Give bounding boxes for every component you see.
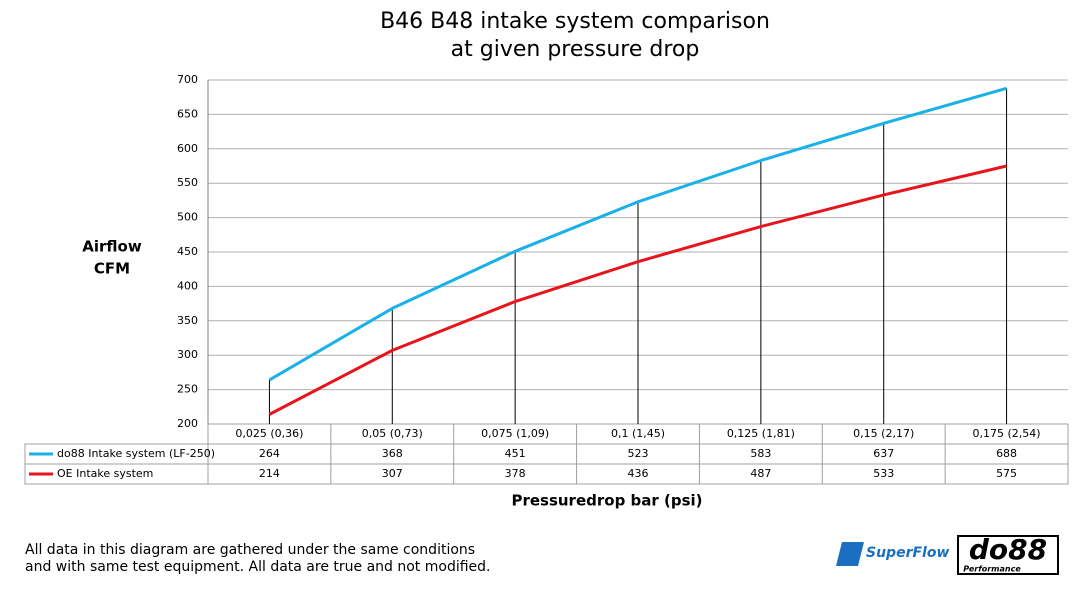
table-value: 487 (750, 467, 771, 480)
y-tick-label: 700 (177, 73, 198, 86)
do88-logo: do88 Performance (957, 533, 1059, 575)
y-tick-label: 350 (177, 314, 198, 327)
y-tick-label: 300 (177, 348, 198, 361)
logo-text: SuperFlow (866, 545, 949, 561)
footnote: All data in this diagram are gathered un… (25, 542, 475, 558)
table-value: 436 (628, 467, 649, 480)
table-row (24, 463, 1069, 485)
series-line (268, 86, 1007, 382)
y-tick-label: 400 (177, 279, 198, 292)
x-tick-label: 0,025 (0,36) (235, 427, 303, 440)
footnote: and with same test equipment. All data a… (25, 559, 491, 575)
series-line (268, 164, 1007, 416)
table-value: 264 (259, 447, 280, 460)
superflow-logo: SuperFlow (836, 542, 949, 566)
logo-subtext: Performance (963, 565, 1021, 574)
legend-label: do88 Intake system (LF-250) (57, 447, 215, 460)
table-value: 368 (382, 447, 403, 460)
logo-icon (836, 542, 864, 566)
x-tick-label: 0,075 (1,09) (481, 427, 549, 440)
y-tick-label: 650 (177, 107, 198, 120)
table-value: 523 (628, 447, 649, 460)
x-axis-label: Pressuredrop bar (psi) (511, 492, 702, 510)
table-value: 451 (505, 447, 526, 460)
legend-label: OE Intake system (57, 467, 153, 480)
x-tick-label: 0,125 (1,81) (727, 427, 795, 440)
y-tick-label: 600 (177, 142, 198, 155)
x-tick-label: 0,15 (2,17) (853, 427, 914, 440)
y-axis-label: Airflow (82, 238, 142, 256)
table-value: 637 (873, 447, 894, 460)
y-tick-label: 200 (177, 417, 198, 430)
table-value: 214 (259, 467, 280, 480)
x-tick-label: 0,1 (1,45) (611, 427, 665, 440)
table-value: 575 (996, 467, 1017, 480)
logo-text: do88 (969, 533, 1047, 566)
y-tick-label: 450 (177, 245, 198, 258)
chart-title: B46 B48 intake system comparison (380, 9, 770, 34)
table-value: 583 (750, 447, 771, 460)
table-value: 307 (382, 467, 403, 480)
chart-title: at given pressure drop (451, 37, 700, 62)
x-tick-label: 0,05 (0,73) (362, 427, 423, 440)
y-axis-label: CFM (94, 260, 130, 278)
x-tick-label: 0,175 (2,54) (973, 427, 1041, 440)
table-value: 688 (996, 447, 1017, 460)
table-value: 533 (873, 467, 894, 480)
y-tick-label: 550 (177, 176, 198, 189)
logo-frame (957, 535, 1059, 575)
table-value: 378 (505, 467, 526, 480)
y-tick-label: 500 (177, 211, 198, 224)
y-tick-label: 250 (177, 383, 198, 396)
